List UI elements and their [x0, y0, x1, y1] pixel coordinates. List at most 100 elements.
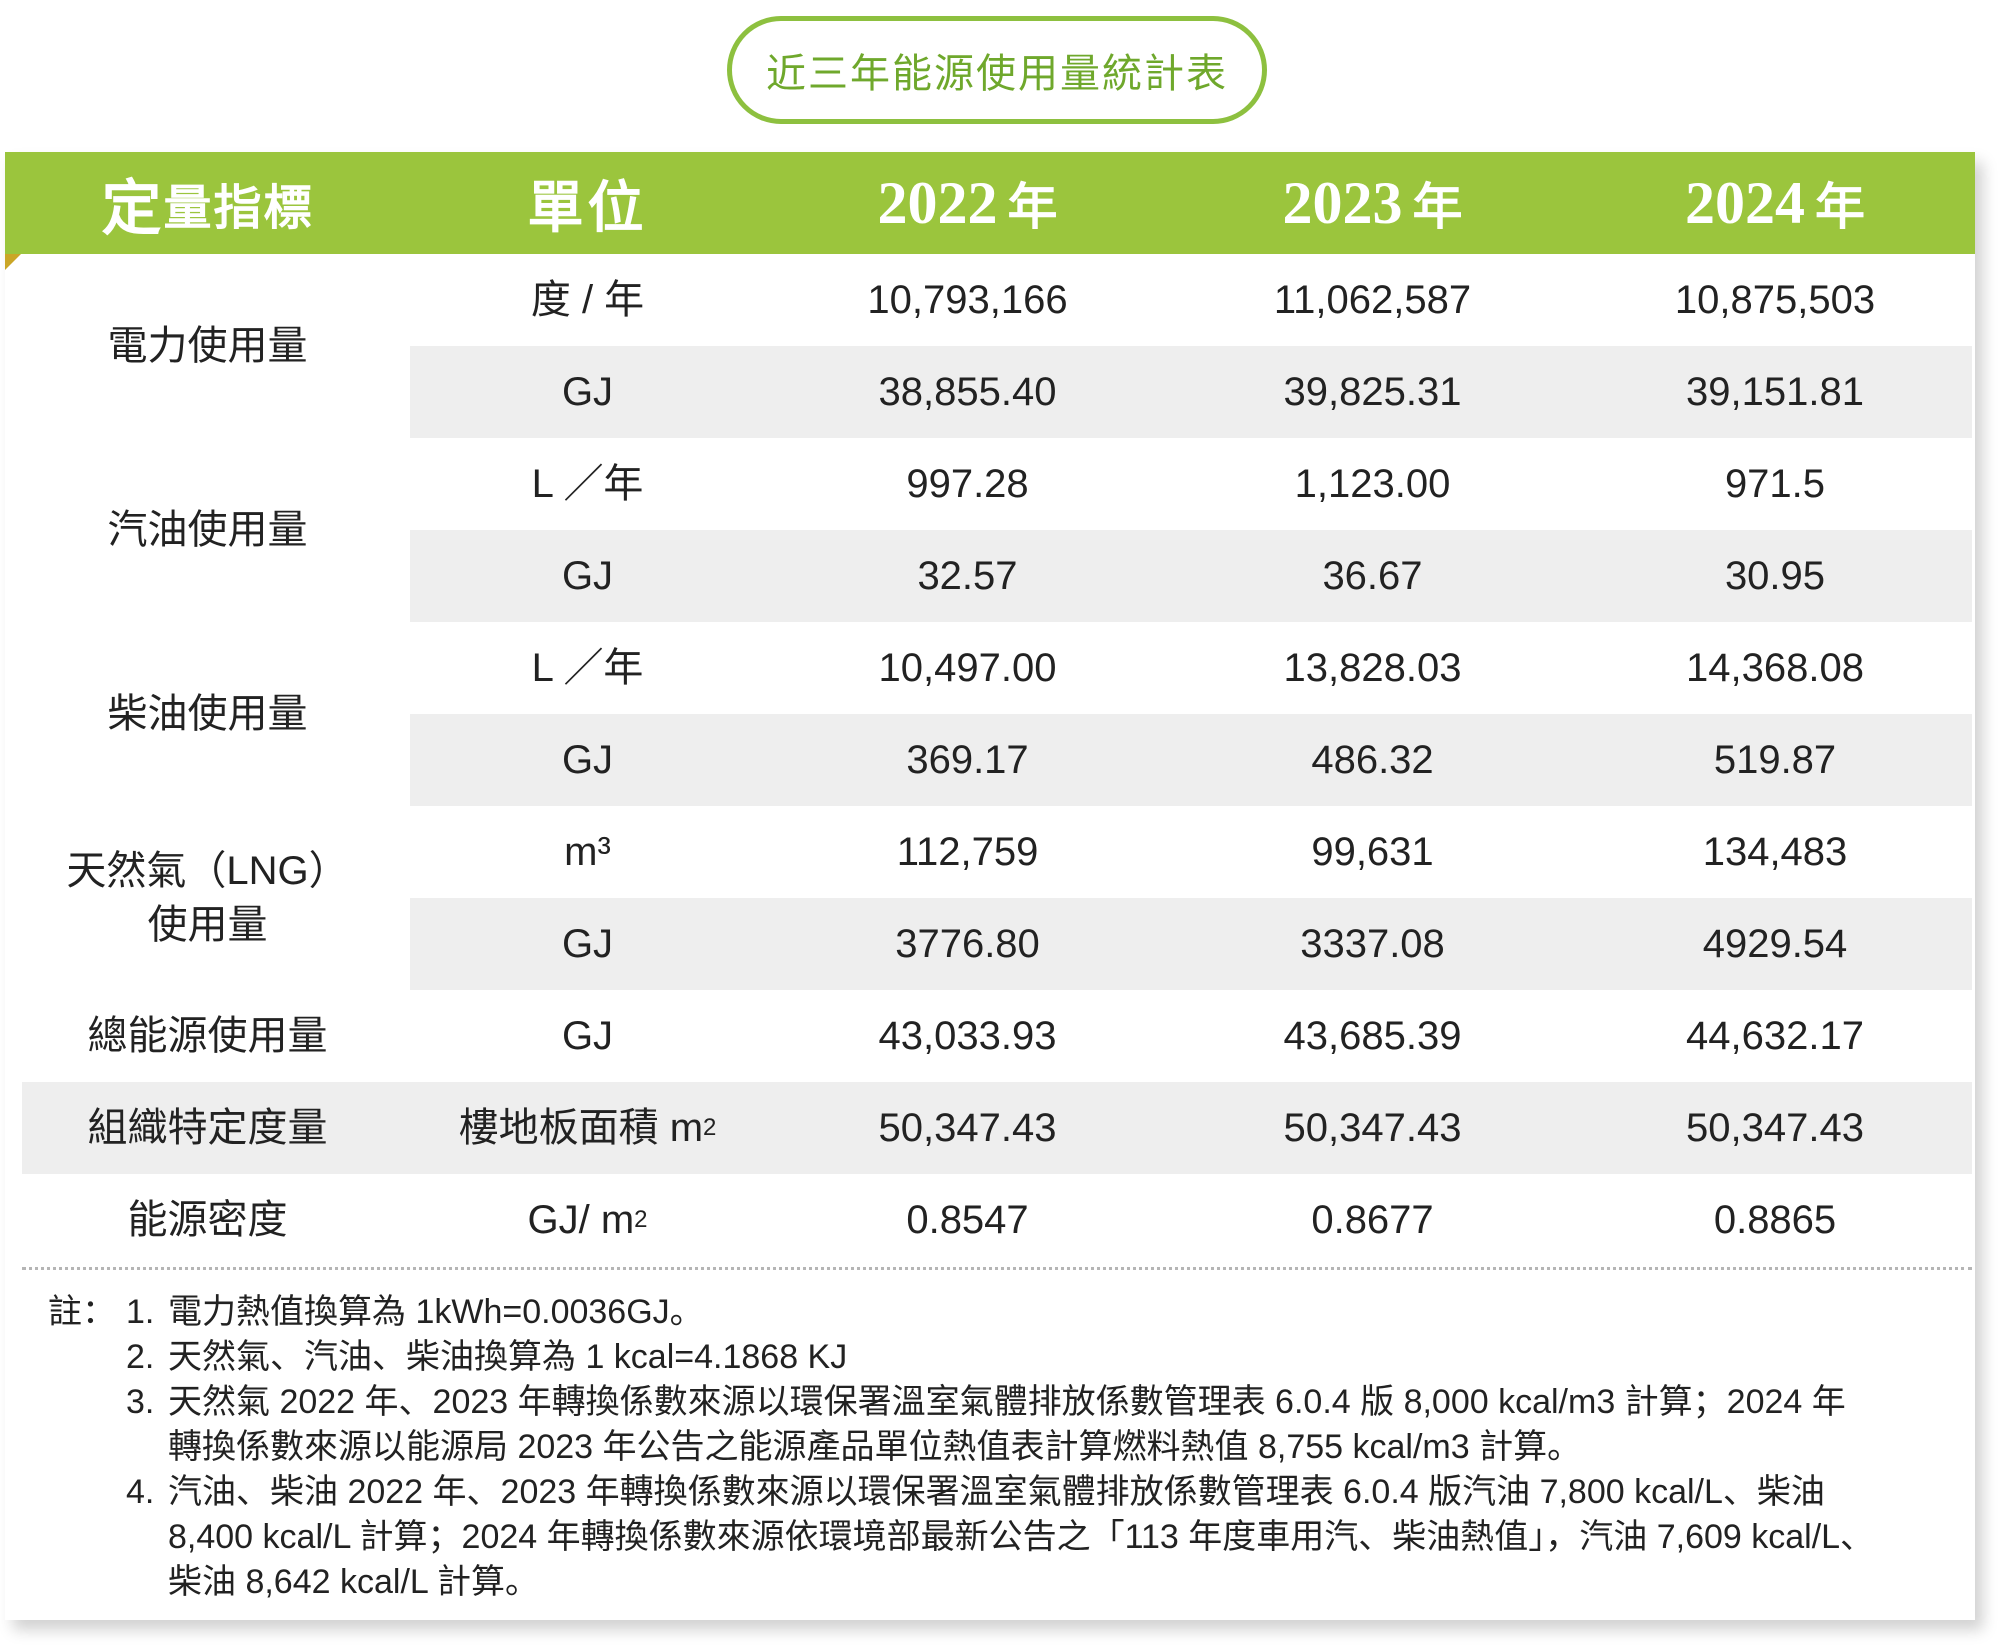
indicator-cell: 組織特定度量 [5, 1082, 410, 1174]
note-item-1: 1. 電力熱值換算為 1kWh=0.0036GJ。 [126, 1290, 1968, 1335]
note-line: 轉換係數來源以能源局 2023 年公告之能源產品單位熱值表計算燃料熱值 8,75… [168, 1428, 1582, 1466]
unit-text: GJ [561, 738, 614, 782]
note-number: 1. [126, 1293, 155, 1331]
row-shading [410, 898, 1972, 990]
indicator-cell: 天然氣（LNG） 使用量 [5, 806, 410, 990]
value-cell: 3337.08 [1300, 922, 1445, 966]
header-year-2022-suffix: 年 [1007, 179, 1058, 235]
value-cell: 10,497.00 [878, 646, 1057, 690]
indicator-cell: 柴油使用量 [5, 622, 410, 806]
value-cell: 997.28 [906, 462, 1029, 506]
value-cell: 112,759 [896, 830, 1039, 874]
row-shading [410, 346, 1972, 438]
value-cell: 10,875,503 [1674, 278, 1876, 322]
value-cell: 10,793,166 [867, 278, 1068, 322]
table-title-text: 近三年能源使用量統計表 [766, 52, 1228, 96]
unit-text: 樓地板面積 m [458, 1106, 704, 1150]
row-shading [410, 714, 1972, 806]
note-line: 8,400 kcal/L 計算；2024 年轉換係數來源依環境部最新公告之「11… [168, 1518, 1875, 1556]
value-cell: 39,825.31 [1283, 370, 1462, 414]
unit-text: GJ [561, 370, 614, 414]
unit-cell: GJ [410, 530, 765, 622]
unit-text: m³ [564, 830, 611, 874]
indicator-line: 能源密度 [127, 1198, 288, 1242]
unit-text: 度 / 年 [530, 278, 645, 322]
indicator-line: 總能源使用量 [87, 1014, 328, 1058]
note-number: 2. [126, 1338, 155, 1376]
header-fold-corner [5, 254, 21, 270]
value-cell: 44,632.17 [1686, 1014, 1864, 1058]
note-line: 柴油 8,642 kcal/L 計算。 [168, 1563, 539, 1601]
unit-text: L ／年 [531, 646, 644, 690]
value-cell: 99,631 [1311, 830, 1434, 874]
value-cell: 30.95 [1724, 554, 1826, 598]
unit-text: GJ [561, 1014, 614, 1058]
unit-cell: L ／年 [410, 438, 765, 530]
value-cell: 519.87 [1713, 738, 1837, 782]
header-year-2024-suffix: 年 [1815, 179, 1865, 235]
value-cell: 50,347.43 [1686, 1106, 1864, 1150]
value-cell: 50,347.43 [1283, 1106, 1462, 1150]
value-cell: 0.8547 [906, 1198, 1029, 1242]
unit-cell: GJ [410, 898, 765, 990]
indicator-line: 天然氣（LNG） [66, 849, 349, 893]
note-line: 天然氣 2022 年、2023 年轉換係數來源以環保署溫室氣體排放係數管理表 6… [168, 1383, 1846, 1421]
unit-cell: GJ [410, 714, 765, 806]
unit-superscript: 2 [703, 1113, 717, 1141]
unit-cell: m³ [410, 806, 765, 898]
value-cell: 3776.80 [895, 922, 1040, 966]
value-cell: 0.8865 [1713, 1198, 1837, 1242]
value-cell: 1,123.00 [1294, 462, 1451, 506]
indicator-line: 使用量 [147, 903, 268, 947]
value-cell: 32.57 [917, 554, 1018, 598]
value-cell: 14,368.08 [1686, 646, 1864, 690]
value-cell: 11,062,587 [1273, 278, 1472, 322]
unit-cell: GJ [410, 346, 765, 438]
table-header: 定量指標 單位 2022 年 2023 年 2024 年 [5, 152, 1975, 254]
value-cell: 13,828.03 [1283, 646, 1462, 690]
value-cell: 0.8677 [1311, 1198, 1434, 1242]
note-line: 電力熱值換算為 1kWh=0.0036GJ。 [168, 1293, 704, 1331]
header-indicator-first: 定 [101, 174, 164, 242]
header-year-2024-number: 2024 [1685, 169, 1805, 236]
indicator-cell: 總能源使用量 [5, 990, 410, 1082]
indicator-line: 汽油使用量 [107, 508, 308, 552]
unit-cell: GJ [410, 990, 765, 1082]
indicator-line: 組織特定度量 [87, 1106, 328, 1150]
unit-text: GJ [561, 554, 614, 598]
note-item-4: 4. 汽油、柴油 2022 年、2023 年轉換係數來源以環保署溫室氣體排放係數… [126, 1470, 1968, 1605]
unit-superscript: 2 [634, 1205, 648, 1233]
value-cell: 4929.54 [1702, 922, 1848, 966]
value-cell: 971.5 [1724, 462, 1826, 506]
note-line: 汽油、柴油 2022 年、2023 年轉換係數來源以環保署溫室氣體排放係數管理表… [168, 1473, 1825, 1511]
note-item-2: 2. 天然氣、汽油、柴油換算為 1 kcal=4.1868 KJ [126, 1335, 1968, 1380]
note-number: 4. [126, 1473, 155, 1511]
header-unit: 單位 [527, 175, 648, 239]
note-number: 3. [126, 1383, 155, 1421]
note-line: 天然氣、汽油、柴油換算為 1 kcal=4.1868 KJ [168, 1338, 848, 1376]
indicator-line: 柴油使用量 [107, 692, 308, 736]
header-year-2022-number: 2022 [877, 169, 998, 236]
unit-text: GJ [561, 922, 614, 966]
indicator-cell: 汽油使用量 [5, 438, 410, 622]
unit-cell: 度 / 年 [410, 254, 765, 346]
note-item-3: 3. 天然氣 2022 年、2023 年轉換係數來源以環保署溫室氣體排放係數管理… [126, 1380, 1968, 1470]
indicator-cell: 能源密度 [5, 1174, 410, 1266]
row-shading [410, 530, 1972, 622]
header-year-2022: 2022 年 [765, 152, 1170, 254]
row-shading [22, 1082, 1972, 1174]
table-title: 近三年能源使用量統計表 [727, 16, 1267, 124]
value-cell: 43,033.93 [878, 1014, 1057, 1058]
header-year-2024: 2024 年 [1575, 152, 1975, 254]
value-cell: 50,347.43 [878, 1106, 1057, 1150]
header-year-2023-suffix: 年 [1412, 179, 1463, 235]
value-cell: 43,685.39 [1283, 1014, 1462, 1058]
value-cell: 39,151.81 [1686, 370, 1864, 414]
header-year-2023: 2023 年 [1170, 152, 1575, 254]
header-indicator-rest: 量指標 [163, 182, 314, 235]
value-cell: 36.67 [1322, 554, 1423, 598]
notes-divider [22, 1267, 1972, 1270]
indicator-line: 電力使用量 [107, 324, 308, 368]
